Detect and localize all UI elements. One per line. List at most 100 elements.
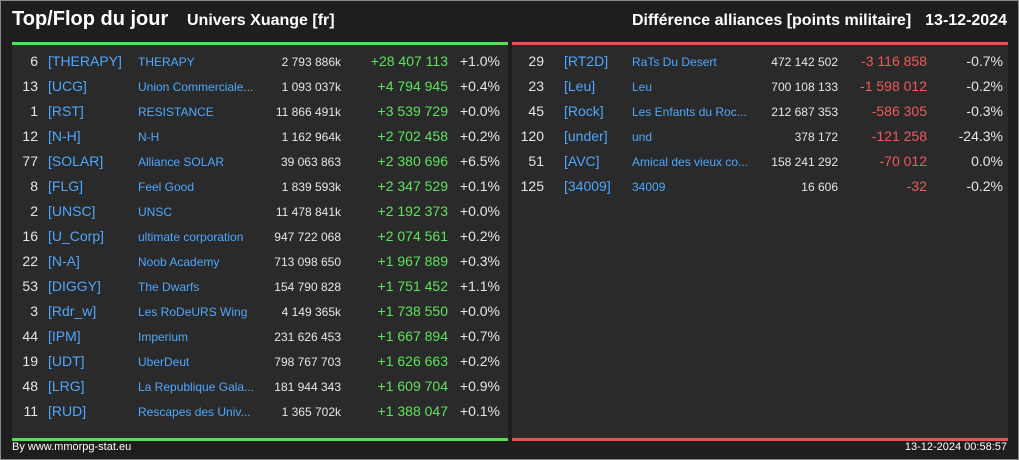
- points-difference: +1 609 704: [377, 378, 448, 394]
- category-label: Différence alliances [points militaire]: [631, 12, 912, 29]
- alliance-tag-link[interactable]: [RST]: [48, 103, 84, 119]
- alliance-tag-link[interactable]: [FLG]: [48, 178, 84, 194]
- top-row: 19 [UDT] UberDeut 798 767 703 +1 626 663 +0.2…: [12, 349, 508, 374]
- alliance-points: 1 093 037k: [281, 80, 341, 94]
- alliance-name-link[interactable]: und: [632, 130, 653, 144]
- points-difference: -70 012: [879, 153, 927, 169]
- alliance-rank: 6: [30, 53, 38, 69]
- alliance-tag-link[interactable]: [N-H]: [48, 128, 81, 144]
- percent-change: +0.1%: [459, 403, 500, 419]
- alliance-points: 947 722 068: [274, 230, 341, 244]
- points-difference: +2 702 458: [377, 128, 448, 144]
- alliance-tag-link[interactable]: [RT2D]: [564, 53, 609, 69]
- percent-change: +0.0%: [459, 203, 500, 219]
- top-row: 53 [DIGGY] The Dwarfs 154 790 828 +1 751 452…: [12, 274, 508, 299]
- alliance-name-link[interactable]: La Republique Gala...: [138, 380, 255, 394]
- alliance-tag-link[interactable]: [Rdr_w]: [48, 303, 97, 319]
- header: Top/Flop du jour Univers Xuange [fr] Dif…: [1, 1, 1018, 39]
- footer-timestamp: 13-12-2024 00:58:57: [904, 441, 1007, 453]
- alliance-name-link[interactable]: Leu: [632, 80, 653, 94]
- top-row: 48 [LRG] La Republique Gala... 181 944 343 +…: [12, 374, 508, 399]
- alliance-tag-link[interactable]: [AVC]: [564, 153, 600, 169]
- top-row: 8 [FLG] Feel Good 1 839 593k +2 347 529 +0.1%: [12, 174, 508, 199]
- percent-change: +0.3%: [459, 253, 500, 269]
- flop-row: 29 [RT2D] RaTs Du Desert 472 142 502 -3 116 …: [512, 49, 1008, 74]
- alliance-points: 700 108 133: [771, 80, 838, 94]
- top-row: 11 [RUD] Rescapes des Univ... 1 365 702k +1 …: [12, 399, 508, 424]
- alliance-name-link[interactable]: Les RoDeURS Wing: [138, 305, 248, 319]
- header-date: 13-12-2024: [925, 12, 1007, 29]
- alliance-rank: 48: [22, 378, 38, 394]
- alliance-name-link[interactable]: Union Commerciale...: [138, 80, 254, 94]
- alliance-name-link[interactable]: RaTs Du Desert: [632, 55, 717, 69]
- top-row: 44 [IPM] Imperium 231 626 453 +1 667 894 +0.7…: [12, 324, 508, 349]
- top-row: 1 [RST] RESISTANCE 11 866 491k +3 539 729 +0.…: [12, 99, 508, 124]
- alliance-points: 472 142 502: [771, 55, 838, 69]
- alliance-name-link[interactable]: UNSC: [138, 205, 173, 219]
- points-difference: +4 794 945: [377, 78, 448, 94]
- percent-change: -0.2%: [966, 78, 1003, 94]
- percent-change: -24.3%: [958, 128, 1003, 144]
- alliance-rank: 29: [528, 53, 544, 69]
- alliance-rank: 2: [30, 203, 38, 219]
- alliance-points: 2 793 886k: [281, 55, 341, 69]
- category-header: Différence alliances [points militaire] 1…: [618, 12, 1007, 30]
- points-difference: +1 388 047: [377, 403, 448, 419]
- alliance-name-link[interactable]: Amical des vieux co...: [632, 155, 749, 169]
- page-title: Top/Flop du jour: [12, 8, 169, 30]
- top-row: 22 [N-A] Noob Academy 713 098 650 +1 967 889…: [12, 249, 508, 274]
- points-difference: +28 407 113: [370, 53, 448, 69]
- alliance-name-link[interactable]: The Dwarfs: [138, 280, 200, 294]
- points-difference: +2 380 696: [377, 153, 448, 169]
- alliance-tag-link[interactable]: [UNSC]: [48, 203, 96, 219]
- alliance-tag-link[interactable]: [THERAPY]: [48, 53, 122, 69]
- percent-change: +6.5%: [459, 153, 500, 169]
- points-difference: -3 116 858: [861, 53, 927, 69]
- alliance-tag-link[interactable]: [SOLAR]: [48, 153, 104, 169]
- alliance-name-link[interactable]: ultimate corporation: [138, 230, 244, 244]
- alliance-points: 1 839 593k: [281, 180, 341, 194]
- alliance-name-link[interactable]: Les Enfants du Roc...: [632, 105, 747, 119]
- alliance-name-link[interactable]: Imperium: [138, 330, 189, 344]
- alliance-tag-link[interactable]: [under]: [564, 128, 608, 144]
- alliance-rank: 12: [22, 128, 38, 144]
- points-difference: +2 192 373: [377, 203, 448, 219]
- points-difference: -32: [906, 178, 927, 194]
- alliance-points: 1 162 964k: [281, 130, 341, 144]
- top-row: 12 [N-H] N-H 1 162 964k +2 702 458 +0.2%: [12, 124, 508, 149]
- alliance-tag-link[interactable]: [Rock]: [564, 103, 604, 119]
- percent-change: 0.0%: [971, 153, 1003, 169]
- alliance-name-link[interactable]: UberDeut: [138, 355, 190, 369]
- alliance-tag-link[interactable]: [N-A]: [48, 253, 80, 269]
- percent-change: +0.2%: [459, 228, 500, 244]
- top-row: 2 [UNSC] UNSC 11 478 841k +2 192 373 +0.0%: [12, 199, 508, 224]
- alliance-tag-link[interactable]: [U_Corp]: [48, 228, 105, 244]
- alliance-name-link[interactable]: Rescapes des Univ...: [138, 405, 251, 419]
- alliance-tag-link[interactable]: [DIGGY]: [48, 278, 101, 294]
- top-row: 77 [SOLAR] Alliance SOLAR 39 063 863 +2 380 …: [12, 149, 508, 174]
- flop-row: 125 [34009] 34009 16 606 -32 -0.2%: [512, 174, 1008, 199]
- alliance-points: 39 063 863: [280, 155, 341, 169]
- alliance-name-link[interactable]: 34009: [632, 180, 666, 194]
- percent-change: +0.2%: [459, 353, 500, 369]
- alliance-rank: 53: [22, 278, 38, 294]
- alliance-tag-link[interactable]: [Leu]: [564, 78, 596, 94]
- alliance-tag-link[interactable]: [UDT]: [48, 353, 85, 369]
- alliance-name-link[interactable]: RESISTANCE: [138, 105, 214, 119]
- flop-row: 45 [Rock] Les Enfants du Roc... 212 687 353…: [512, 99, 1008, 124]
- alliance-tag-link[interactable]: [34009]: [564, 178, 611, 194]
- alliance-rank: 19: [22, 353, 38, 369]
- alliance-name-link[interactable]: THERAPY: [138, 55, 195, 69]
- alliance-name-link[interactable]: N-H: [138, 130, 160, 144]
- alliance-name-link[interactable]: Noob Academy: [138, 255, 220, 269]
- alliance-tag-link[interactable]: [IPM]: [48, 328, 81, 344]
- alliance-name-link[interactable]: Alliance SOLAR: [138, 155, 225, 169]
- alliance-tag-link[interactable]: [UCG]: [48, 78, 87, 94]
- alliance-tag-link[interactable]: [LRG]: [48, 378, 85, 394]
- alliance-tag-link[interactable]: [RUD]: [48, 403, 87, 419]
- alliance-name-link[interactable]: Feel Good: [138, 180, 195, 194]
- percent-change: +0.1%: [459, 178, 500, 194]
- alliance-rank: 22: [22, 253, 38, 269]
- alliance-points: 1 365 702k: [281, 405, 341, 419]
